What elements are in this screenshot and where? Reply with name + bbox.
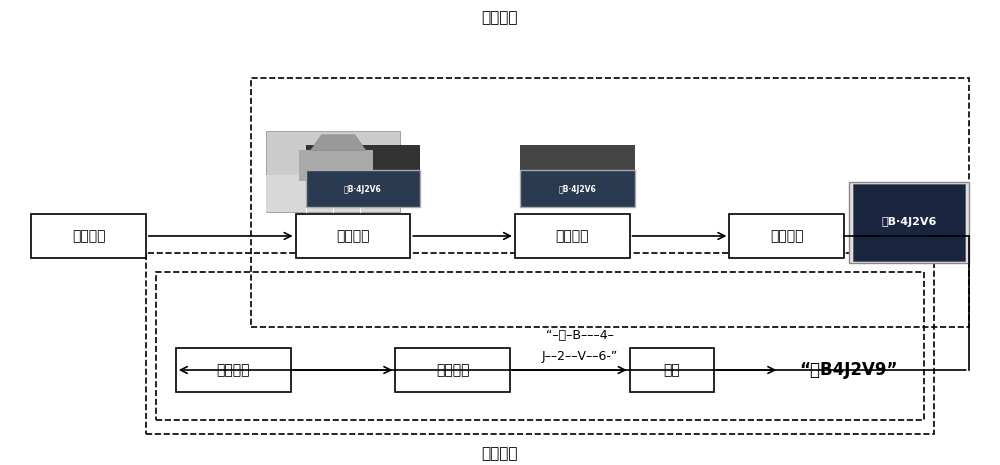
Bar [395,348,510,392]
Bar [266,175,400,212]
Bar [296,214,410,258]
Bar [156,272,924,420]
Text: J––2––V––6-”: J––2––V––6-” [542,350,618,363]
Bar [520,145,635,173]
Text: 车牌矫正: 车牌矫正 [770,229,803,243]
Bar [853,184,965,261]
Bar [729,214,844,258]
Bar [306,170,420,207]
Text: 扩展序列: 扩展序列 [436,363,469,377]
Text: 车牌识别: 车牌识别 [482,446,518,461]
Bar [176,348,291,392]
Bar [520,170,635,207]
Text: “粤B4J2V9”: “粤B4J2V9” [799,361,898,379]
Bar [515,214,630,258]
Text: “–粤–B–––4–: “–粤–B–––4– [546,329,614,342]
Bar [31,214,146,258]
Text: 车牌分割: 车牌分割 [556,229,589,243]
Text: 车牌定位: 车牌定位 [336,229,370,243]
Text: 粤B·4J2V6: 粤B·4J2V6 [344,185,382,194]
Bar [849,182,969,263]
Text: 车牌提取: 车牌提取 [482,10,518,25]
Text: 粤B·4J2V6: 粤B·4J2V6 [558,185,596,194]
Text: 输入图像: 输入图像 [72,229,105,243]
Text: 粤B·4J2V6: 粤B·4J2V6 [881,217,937,227]
Bar [146,253,934,433]
Text: 映射: 映射 [664,363,680,377]
Bar [299,150,373,181]
Bar [306,145,420,173]
Bar [266,131,400,212]
Polygon shape [310,135,366,150]
Bar [251,78,969,327]
Bar [630,348,714,392]
Text: 车牌识别: 车牌识别 [216,363,250,377]
